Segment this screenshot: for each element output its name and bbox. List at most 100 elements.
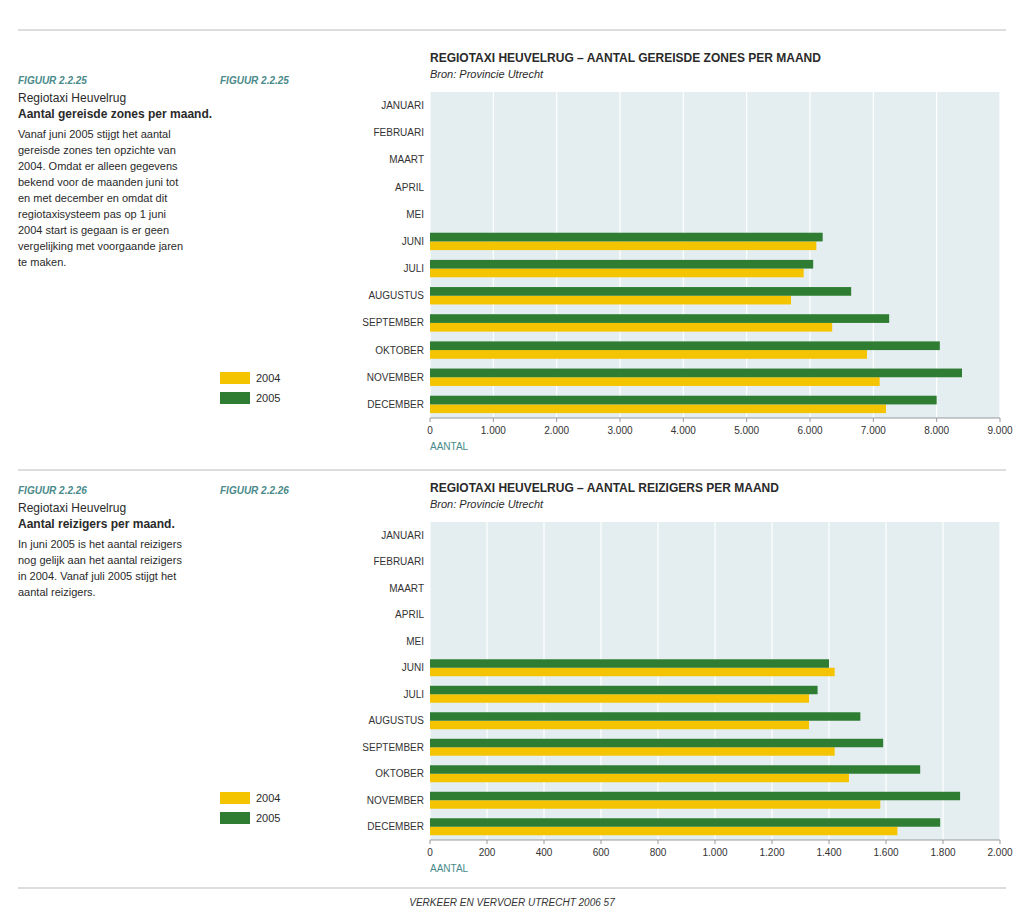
tick-label: 0 <box>427 425 433 436</box>
legend-label: 2004 <box>256 792 280 804</box>
text-line: in 2004. Vanaf juli 2005 stijgt het <box>18 570 176 582</box>
bar <box>430 633 431 641</box>
tick-mark <box>829 840 830 844</box>
category-label: OKTOBER <box>375 345 424 356</box>
category-label: AUGUSTUS <box>368 290 424 301</box>
bar <box>430 241 816 250</box>
tick-mark <box>886 840 887 844</box>
figure-label: FIGUUR 2.2.26 <box>18 485 87 496</box>
tick-label: 3.000 <box>607 425 632 436</box>
plot-background <box>430 522 1000 840</box>
tick-label: 200 <box>479 847 496 858</box>
category-label: DECEMBER <box>367 821 424 832</box>
bar <box>430 404 886 413</box>
legend-label: 2005 <box>256 392 280 404</box>
divider <box>18 888 1006 889</box>
tick-label: 800 <box>650 847 667 858</box>
tick-label: 7.000 <box>861 425 886 436</box>
side-text: In juni 2005 is het aantal reizigersnog … <box>18 538 182 598</box>
bar <box>430 233 823 242</box>
grid-line <box>999 522 1000 840</box>
legend-swatch <box>220 372 250 384</box>
category-label: JUNI <box>402 662 424 673</box>
text-line: vergelijking met voorgaande jaren <box>18 240 183 252</box>
tick-mark <box>746 418 747 422</box>
x-axis <box>430 418 1000 419</box>
bar <box>430 694 809 702</box>
tick-mark <box>943 840 944 844</box>
tick-label: 2.000 <box>987 847 1012 858</box>
chart: REGIOTAXI HEUVELRUG – AANTAL REIZIGERS P… <box>18 481 1013 908</box>
category-label: SEPTEMBER <box>362 317 424 328</box>
bar <box>430 774 849 782</box>
tick-mark <box>658 840 659 844</box>
figure-label: FIGUUR 2.2.26 <box>220 485 289 496</box>
side-title: Regiotaxi Heuvelrug <box>18 91 126 105</box>
category-label: APRIL <box>395 182 424 193</box>
text-line: In juni 2005 is het aantal reizigers <box>18 538 182 550</box>
bar <box>430 296 791 305</box>
bar <box>430 214 431 223</box>
category-label: MEI <box>406 636 424 647</box>
category-label: MAART <box>389 154 424 165</box>
bar <box>430 323 832 332</box>
bar <box>430 287 851 296</box>
bar <box>430 269 804 278</box>
grid-line <box>999 92 1000 418</box>
tick-label: 0 <box>427 847 433 858</box>
bar <box>430 818 940 826</box>
category-label: DECEMBER <box>367 399 424 410</box>
category-label: NOVEMBER <box>367 795 424 806</box>
bar <box>430 350 867 359</box>
bar <box>430 178 431 187</box>
bar <box>430 535 431 543</box>
x-label: AANTAL <box>430 441 469 452</box>
side-subtitle: Aantal gereisde zones per maand. <box>18 107 212 121</box>
bar <box>430 527 431 535</box>
category-label: JANUARI <box>381 100 424 111</box>
tick-mark <box>873 418 874 422</box>
bar <box>430 800 880 808</box>
bars <box>430 659 960 835</box>
category-label: OKTOBER <box>375 768 424 779</box>
side-subtitle: Aantal reizigers per maand. <box>18 517 175 531</box>
category-label: JANUARI <box>381 530 424 541</box>
page: REGIOTAXI HEUVELRUG – AANTAL GEREISDE ZO… <box>0 0 1024 917</box>
tick-mark <box>487 840 488 844</box>
bar <box>430 206 431 215</box>
subtitle: Bron: Provincie Utrecht <box>430 498 544 510</box>
bar <box>430 739 883 747</box>
category-label: MEI <box>406 209 424 220</box>
bar <box>430 396 937 405</box>
tick-mark <box>556 418 557 422</box>
divider <box>18 30 1006 31</box>
subtitle: Bron: Provincie Utrecht <box>430 68 544 80</box>
bar <box>430 712 860 720</box>
tick-label: 1.200 <box>759 847 784 858</box>
tick-label: 1.400 <box>816 847 841 858</box>
tick-label: 2.000 <box>544 425 569 436</box>
tick-mark <box>810 418 811 422</box>
tick-label: 1.000 <box>702 847 727 858</box>
bar <box>430 668 835 676</box>
category-label: JULI <box>403 689 424 700</box>
tick-mark <box>430 418 431 422</box>
bar <box>430 133 431 142</box>
x-label: AANTAL <box>430 863 469 874</box>
bar <box>430 827 897 835</box>
bar <box>430 106 431 115</box>
tick-label: 8.000 <box>924 425 949 436</box>
tick-mark <box>544 840 545 844</box>
bar <box>430 659 829 667</box>
tick-mark <box>1000 418 1001 422</box>
title: REGIOTAXI HEUVELRUG – AANTAL REIZIGERS P… <box>430 481 779 495</box>
tick-label: 6.000 <box>797 425 822 436</box>
bar <box>430 765 920 773</box>
tick-mark <box>620 418 621 422</box>
tick-label: 9.000 <box>987 425 1012 436</box>
tick-label: 4.000 <box>671 425 696 436</box>
bar <box>430 160 431 169</box>
category-label: FEBRUARI <box>373 127 424 138</box>
bars <box>430 233 962 413</box>
category-label: MAART <box>389 583 424 594</box>
